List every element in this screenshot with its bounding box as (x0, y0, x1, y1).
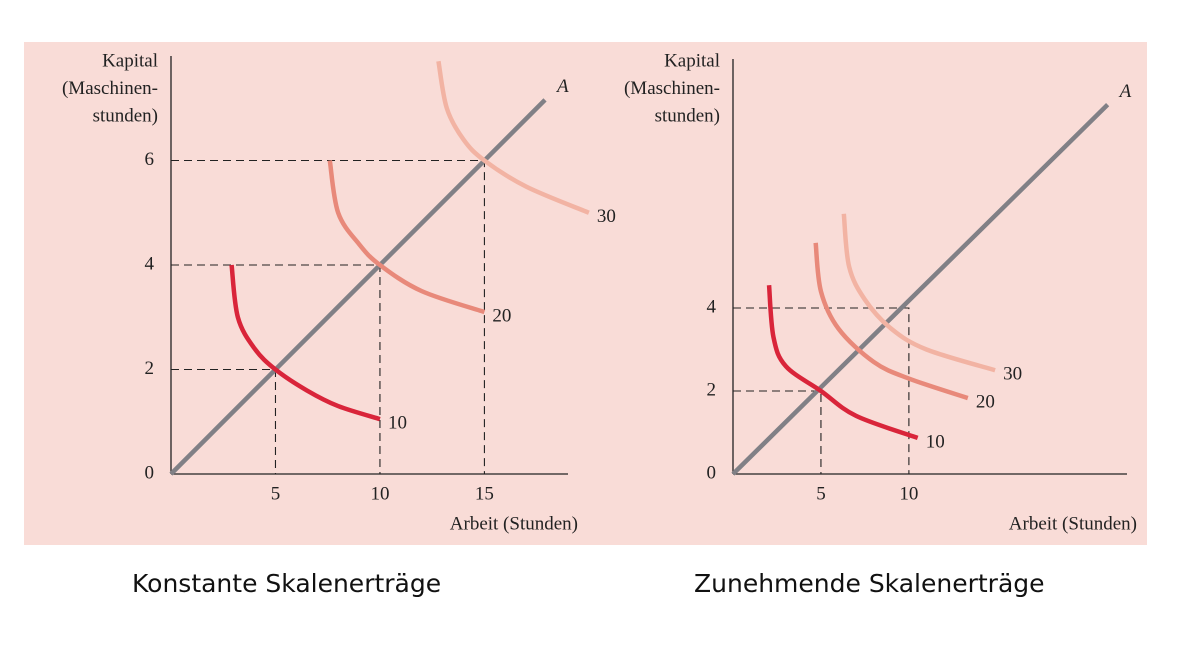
x-tick-label: 5 (271, 483, 281, 504)
ray-label: A (555, 76, 569, 97)
x-tick-label: 10 (899, 483, 918, 504)
guide-line (733, 307, 910, 474)
guide-line (733, 390, 822, 474)
y-tick-label: 4 (145, 253, 155, 274)
y-tick-label: 2 (707, 379, 717, 400)
isoquant (766, 284, 919, 441)
y-tick-label: 6 (145, 149, 155, 170)
caption: Zunehmende Skalenerträge (694, 569, 1045, 598)
isoquant (813, 242, 969, 401)
isoquant (436, 60, 590, 215)
y-tick-label: 2 (145, 358, 155, 379)
x-axis-label: Arbeit (Stunden) (450, 513, 578, 534)
isoquant (229, 264, 381, 422)
x-tick-label: 10 (370, 483, 389, 504)
ray-line (731, 103, 1110, 476)
isoquant (841, 213, 996, 373)
background (24, 42, 1147, 545)
isoquant (327, 160, 486, 315)
y-axis-label: (Maschinen- (624, 78, 720, 99)
caption: Konstante Skalenerträge (132, 569, 441, 598)
isoquant-label: 10 (926, 431, 945, 452)
isoquant-label: 30 (597, 206, 616, 227)
x-axis-label: Arbeit (Stunden) (1009, 513, 1137, 534)
ray-label: A (1118, 81, 1132, 102)
isoquant-label: 10 (388, 412, 407, 433)
x-tick-label: 15 (475, 483, 494, 504)
y-tick-label: 4 (707, 296, 717, 317)
y-axis-label: Kapital (664, 50, 720, 71)
x-tick-label: 5 (816, 483, 826, 504)
isoquant-label: 20 (492, 305, 511, 326)
y-tick-label: 0 (145, 462, 155, 483)
y-tick-label: 0 (707, 462, 717, 483)
isoquant-label: 20 (976, 391, 995, 412)
isoquant-label: 30 (1003, 364, 1022, 385)
y-axis-label: stunden) (93, 105, 158, 126)
y-axis-label: (Maschinen- (62, 78, 158, 99)
ray-line (169, 98, 547, 476)
y-axis-label: Kapital (102, 50, 158, 71)
y-axis-label: stunden) (655, 105, 720, 126)
